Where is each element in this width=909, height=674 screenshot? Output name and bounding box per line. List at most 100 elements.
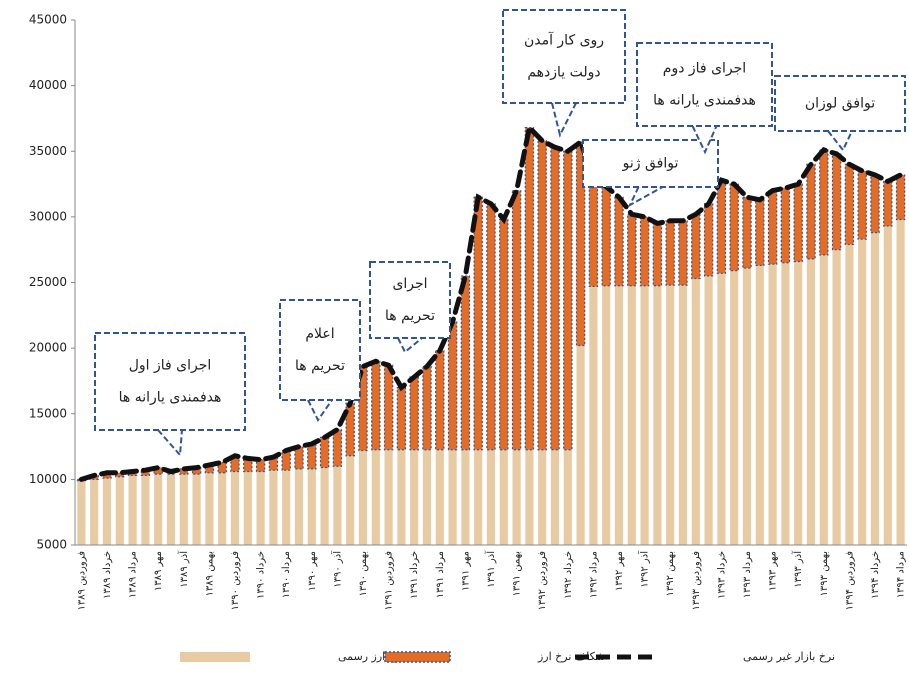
callout-pointer bbox=[307, 399, 333, 422]
bar-official bbox=[474, 449, 483, 545]
bar-official bbox=[525, 449, 534, 545]
bar-gap bbox=[780, 187, 791, 264]
bar-gap bbox=[473, 196, 483, 451]
bar-gap bbox=[499, 218, 509, 451]
bar-official bbox=[205, 472, 214, 545]
bar-gap bbox=[115, 472, 125, 478]
callout-box bbox=[774, 75, 906, 132]
x-tick-label: آذر ۱۳۹۱ bbox=[484, 550, 497, 588]
bar-gap bbox=[614, 196, 624, 287]
bar-official bbox=[499, 449, 508, 545]
bar-official bbox=[358, 450, 368, 545]
bar-gap bbox=[601, 186, 611, 287]
bar-official bbox=[115, 476, 124, 545]
bar-official bbox=[870, 232, 880, 545]
x-tick-label: مرداد ۱۳۹۴ bbox=[896, 551, 907, 598]
bar-official bbox=[166, 474, 176, 545]
annotation-text: اجرای bbox=[392, 276, 427, 292]
x-tick-label: مرداد ۱۳۹۳ bbox=[742, 551, 753, 598]
bar-gap bbox=[665, 220, 675, 286]
callout-pointer bbox=[691, 125, 718, 155]
bar-official bbox=[512, 449, 521, 545]
x-tick-label: آذر ۱۳۹۳ bbox=[791, 550, 804, 588]
y-tick-label: 35000 bbox=[29, 144, 67, 158]
annotation-text: تحریم ها bbox=[385, 308, 435, 324]
bar-official bbox=[371, 449, 380, 545]
x-tick-label: خرداد ۱۳۹۲ bbox=[563, 551, 574, 599]
bar-official bbox=[627, 285, 636, 545]
legend-swatch bbox=[384, 651, 451, 663]
annotation-text: اجرای فاز اول bbox=[129, 358, 212, 374]
bar-gap bbox=[550, 146, 560, 451]
x-tick-label: مهر ۱۳۹۱ bbox=[460, 551, 471, 591]
callout-box bbox=[369, 261, 451, 339]
callout-pointer bbox=[627, 186, 663, 208]
bar-gap bbox=[435, 350, 445, 451]
bar-gap bbox=[524, 127, 535, 451]
bar-official bbox=[602, 285, 611, 545]
bar-gap bbox=[742, 196, 752, 269]
bar-gap bbox=[639, 216, 650, 287]
bar-official bbox=[346, 455, 355, 545]
bar-official bbox=[806, 258, 816, 545]
y-tick-label: 40000 bbox=[29, 78, 67, 92]
bar-gap bbox=[806, 163, 816, 260]
market-line bbox=[78, 122, 904, 482]
bar-official bbox=[576, 345, 585, 545]
callout-pointer bbox=[551, 102, 577, 138]
x-tick-label: فروردین ۱۳۸۹ bbox=[76, 551, 87, 611]
annotation-text: اجرای فاز دوم bbox=[663, 61, 746, 77]
bar-gap bbox=[447, 321, 458, 451]
bar-gap bbox=[729, 183, 739, 272]
bar-gap bbox=[793, 183, 803, 263]
x-tick-label: بهمن ۱۳۹۳ bbox=[819, 551, 830, 596]
x-tick-label: مرداد ۱۳۹۱ bbox=[435, 551, 446, 598]
y-tick-label: 30000 bbox=[29, 209, 67, 223]
legend-swatch bbox=[180, 652, 250, 662]
bar-official bbox=[282, 470, 291, 545]
annotation-text: هدفمندی یارانه ها bbox=[653, 93, 756, 109]
bar-gap bbox=[307, 443, 317, 470]
bar-gap bbox=[319, 436, 330, 469]
annotation-text: توافق ژنو bbox=[622, 156, 679, 172]
bar-official bbox=[896, 219, 905, 545]
bar-official bbox=[486, 449, 496, 545]
x-tick-label: خرداد ۱۳۹۱ bbox=[409, 551, 420, 599]
bar-official bbox=[384, 449, 393, 545]
x-tick-label: خرداد ۱۳۹۳ bbox=[716, 551, 727, 599]
y-tick-label: 45000 bbox=[29, 13, 67, 27]
bar-gap bbox=[883, 180, 893, 227]
bar-official bbox=[614, 285, 624, 545]
bar-official bbox=[704, 275, 713, 545]
bar-gap bbox=[563, 150, 573, 451]
bar-gap bbox=[870, 174, 880, 234]
x-tick-label: فروردین ۱۳۹۳ bbox=[691, 551, 702, 611]
bar-gap bbox=[460, 275, 471, 451]
x-tick-label: مهر ۱۳۹۰ bbox=[307, 551, 318, 591]
x-tick-label: بهمن ۱۳۹۰ bbox=[358, 551, 369, 596]
bar-official bbox=[538, 449, 547, 545]
bar-official bbox=[218, 472, 227, 545]
bar-gap bbox=[678, 220, 688, 286]
callout-box bbox=[502, 9, 626, 104]
bar-gap bbox=[857, 170, 867, 240]
bar-official bbox=[320, 467, 329, 545]
bar-official bbox=[768, 264, 777, 545]
bar-gap bbox=[588, 176, 599, 288]
bar-gap bbox=[895, 174, 906, 221]
bar-gap bbox=[755, 199, 765, 267]
callout-box bbox=[279, 299, 361, 401]
annotation-text: اعلام bbox=[305, 326, 334, 342]
bar-official bbox=[230, 471, 240, 545]
bar-official bbox=[397, 449, 406, 545]
y-tick-label: 25000 bbox=[29, 275, 67, 289]
x-tick-label: بهمن ۱۳۹۱ bbox=[512, 551, 523, 596]
bar-gap bbox=[371, 360, 381, 451]
x-tick-label: مهر ۱۳۹۳ bbox=[768, 551, 779, 591]
bar-official bbox=[154, 474, 163, 545]
callout-pointer bbox=[827, 130, 853, 152]
annotation-text: روی کار آمدن bbox=[524, 32, 604, 49]
x-tick-label: فروردین ۱۳۹۲ bbox=[537, 551, 548, 611]
y-tick-label: 5000 bbox=[36, 538, 67, 552]
bar-official bbox=[589, 286, 598, 545]
